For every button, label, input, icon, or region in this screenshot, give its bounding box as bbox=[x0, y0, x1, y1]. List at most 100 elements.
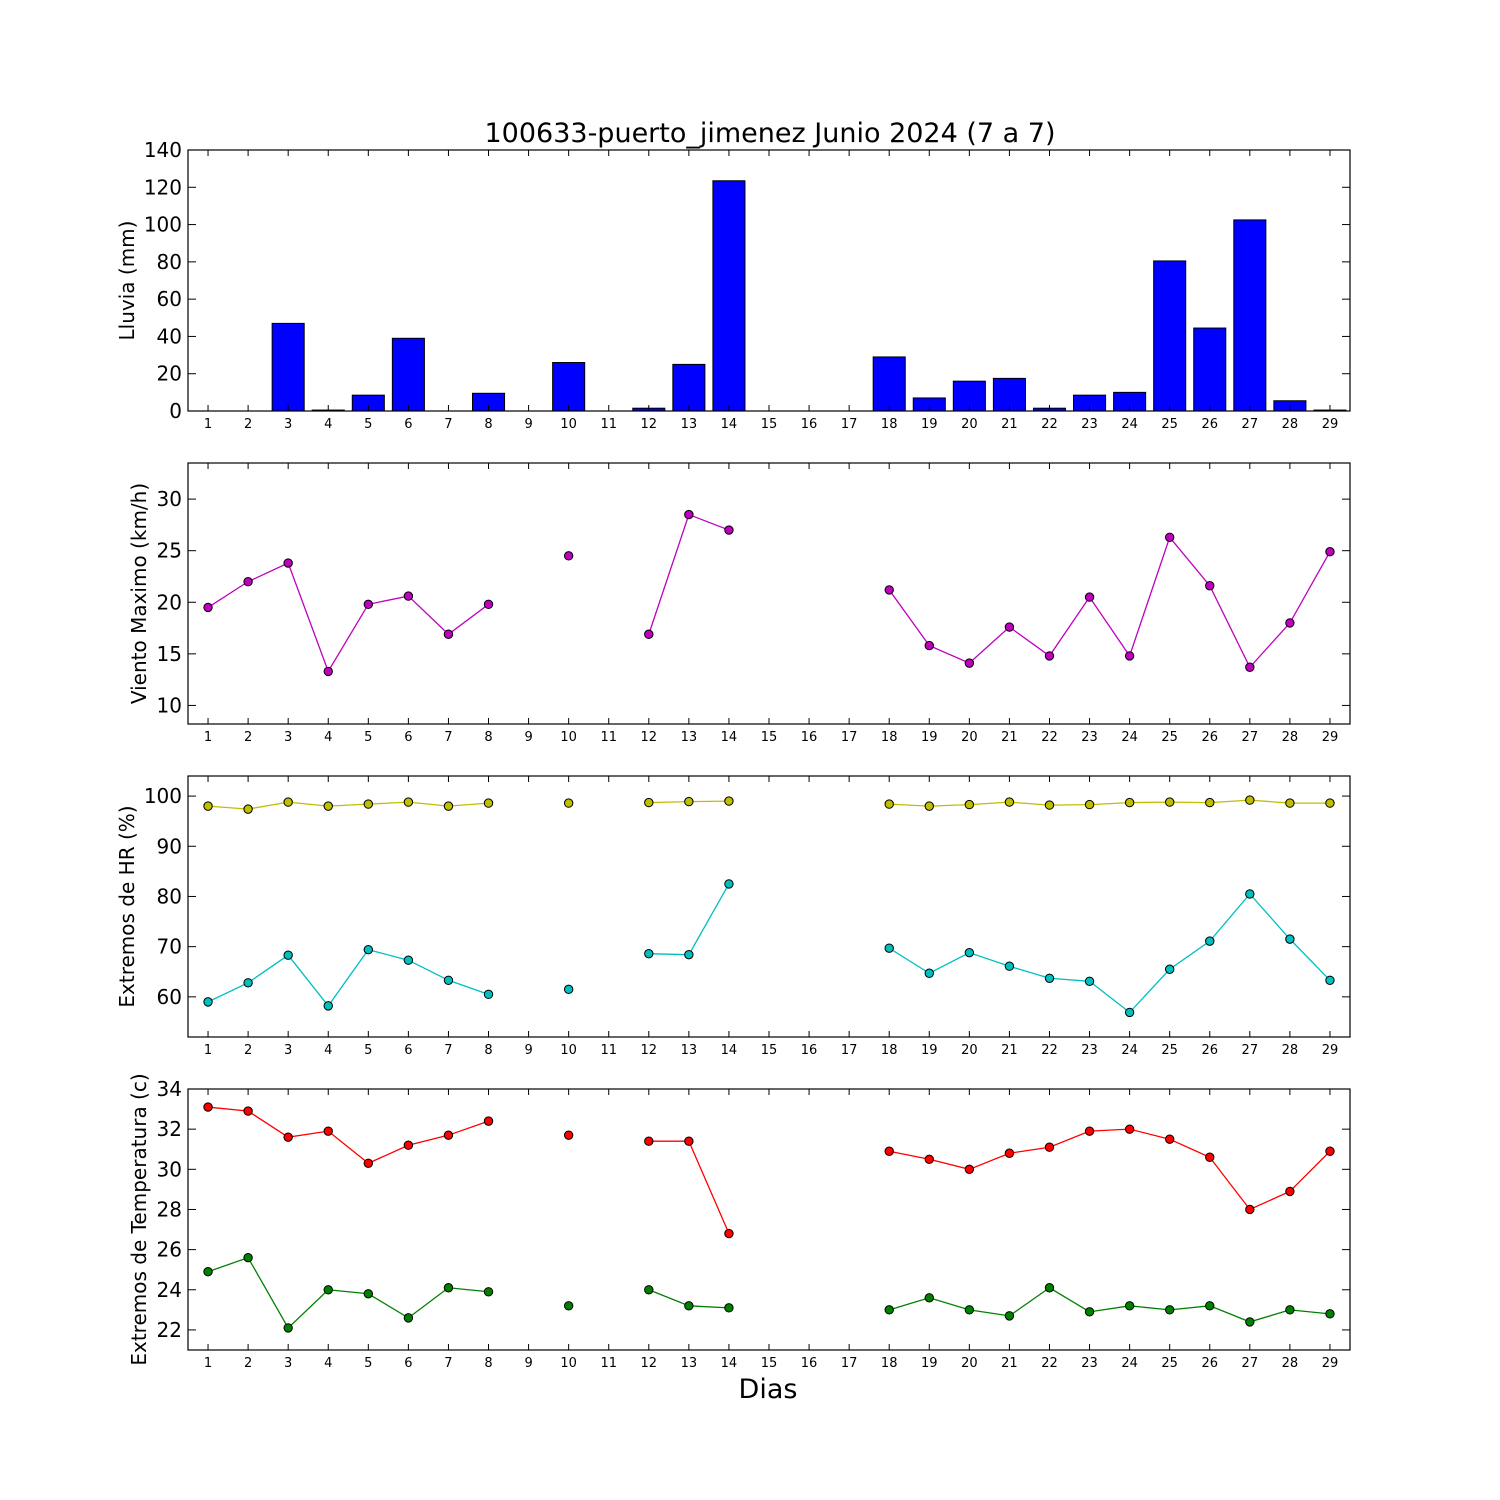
y-tick-label: 100 bbox=[144, 784, 182, 808]
bar-day-13 bbox=[672, 363, 706, 412]
point-day-23 bbox=[1084, 1126, 1095, 1136]
point-day-23 bbox=[1084, 976, 1095, 986]
point-day-19 bbox=[924, 968, 934, 978]
x-tick-label: 18 bbox=[881, 417, 898, 432]
x-tick-label: 20 bbox=[961, 1356, 978, 1371]
x-tick-label: 29 bbox=[1322, 417, 1339, 432]
point-day-14 bbox=[724, 525, 734, 535]
x-tick-label: 23 bbox=[1081, 1356, 1098, 1371]
point-day-2 bbox=[243, 804, 253, 814]
y-tick-label: 10 bbox=[157, 693, 182, 717]
x-tick-label: 29 bbox=[1322, 1043, 1339, 1058]
point-day-18 bbox=[884, 799, 894, 809]
x-tick-label: 7 bbox=[444, 1356, 452, 1371]
point-day-3 bbox=[283, 1132, 293, 1142]
point-day-28 bbox=[1285, 618, 1295, 628]
bar-day-25 bbox=[1153, 260, 1187, 412]
x-tick-label: 28 bbox=[1282, 1356, 1299, 1371]
x-tick-label: 17 bbox=[841, 730, 858, 745]
x-tick-label: 9 bbox=[524, 730, 532, 745]
point-day-25 bbox=[1164, 1305, 1175, 1315]
point-day-21 bbox=[1004, 797, 1015, 807]
x-tick-label: 14 bbox=[721, 730, 738, 745]
x-tick-label: 3 bbox=[284, 1356, 292, 1371]
point-day-26 bbox=[1205, 581, 1215, 591]
x-tick-label: 27 bbox=[1242, 730, 1259, 745]
point-day-29 bbox=[1325, 975, 1335, 985]
point-day-14 bbox=[724, 1228, 734, 1239]
point-day-25 bbox=[1164, 1134, 1175, 1144]
x-tick-label: 13 bbox=[681, 730, 698, 745]
series-line-segment bbox=[648, 513, 730, 635]
point-day-6 bbox=[403, 1313, 414, 1323]
point-day-27 bbox=[1245, 795, 1255, 805]
x-tick-label: 14 bbox=[721, 1043, 738, 1058]
x-tick-label: 3 bbox=[284, 1043, 292, 1058]
x-tick-label: 12 bbox=[641, 1356, 658, 1371]
point-day-25 bbox=[1164, 964, 1175, 974]
point-day-5 bbox=[363, 799, 374, 809]
point-day-25 bbox=[1164, 797, 1175, 807]
x-tick-label: 10 bbox=[560, 417, 577, 432]
x-tick-label: 24 bbox=[1121, 417, 1138, 432]
point-day-26 bbox=[1205, 797, 1215, 808]
point-day-24 bbox=[1124, 797, 1135, 808]
point-day-27 bbox=[1245, 1317, 1255, 1327]
y-tick-label: 30 bbox=[157, 487, 182, 511]
x-tick-label: 4 bbox=[324, 1043, 332, 1058]
point-day-8 bbox=[483, 798, 494, 808]
point-day-28 bbox=[1285, 934, 1295, 944]
point-day-26 bbox=[1205, 1152, 1215, 1162]
point-day-12 bbox=[644, 1285, 654, 1295]
series-line-segment bbox=[648, 1140, 730, 1234]
point-day-3 bbox=[283, 558, 293, 568]
plot-frame bbox=[187, 1088, 1351, 1351]
bar-day-10 bbox=[552, 362, 586, 412]
bar-day-14 bbox=[712, 180, 746, 412]
point-day-25 bbox=[1164, 532, 1175, 542]
point-day-27 bbox=[1245, 662, 1255, 672]
x-tick-label: 12 bbox=[641, 417, 658, 432]
point-day-19 bbox=[924, 801, 934, 811]
x-tick-label: 10 bbox=[560, 1043, 577, 1058]
point-day-29 bbox=[1325, 547, 1335, 557]
x-tick-label: 22 bbox=[1041, 417, 1058, 432]
point-day-1 bbox=[203, 801, 213, 811]
y-axis-label: Extremos de HR (%) bbox=[115, 805, 139, 1007]
point-day-10 bbox=[563, 798, 574, 808]
x-tick-label: 23 bbox=[1081, 730, 1098, 745]
x-tick-label: 28 bbox=[1282, 417, 1299, 432]
x-tick-label: 2 bbox=[244, 730, 252, 745]
series-line-segment bbox=[888, 892, 1331, 1014]
point-day-4 bbox=[323, 1285, 333, 1295]
x-tick-label: 16 bbox=[801, 1356, 818, 1371]
x-tick-label: 28 bbox=[1282, 730, 1299, 745]
point-day-2 bbox=[243, 1252, 253, 1263]
x-tick-label: 4 bbox=[324, 1356, 332, 1371]
point-day-8 bbox=[483, 1287, 494, 1297]
bar-day-26 bbox=[1193, 327, 1227, 412]
x-tick-label: 27 bbox=[1242, 1043, 1259, 1058]
y-tick-label: 60 bbox=[157, 287, 182, 311]
point-day-8 bbox=[483, 599, 494, 610]
point-day-19 bbox=[924, 1154, 934, 1164]
y-tick-label: 140 bbox=[144, 138, 182, 162]
x-tick-label: 3 bbox=[284, 417, 292, 432]
y-tick-label: 40 bbox=[157, 324, 182, 348]
point-day-14 bbox=[724, 879, 734, 889]
point-day-5 bbox=[363, 1158, 374, 1168]
series-line-segment bbox=[207, 1106, 489, 1165]
series-2 bbox=[203, 879, 1335, 1018]
x-tick-label: 25 bbox=[1161, 1356, 1178, 1371]
x-tick-label: 21 bbox=[1001, 1356, 1018, 1371]
x-tick-label: 4 bbox=[324, 417, 332, 432]
point-day-12 bbox=[644, 797, 654, 808]
x-tick-label: 17 bbox=[841, 1356, 858, 1371]
x-tick-label: 21 bbox=[1001, 1043, 1018, 1058]
x-tick-label: 12 bbox=[641, 730, 658, 745]
point-day-18 bbox=[884, 943, 894, 953]
x-tick-label: 1 bbox=[204, 417, 212, 432]
point-day-6 bbox=[403, 955, 414, 965]
point-day-6 bbox=[403, 591, 414, 601]
